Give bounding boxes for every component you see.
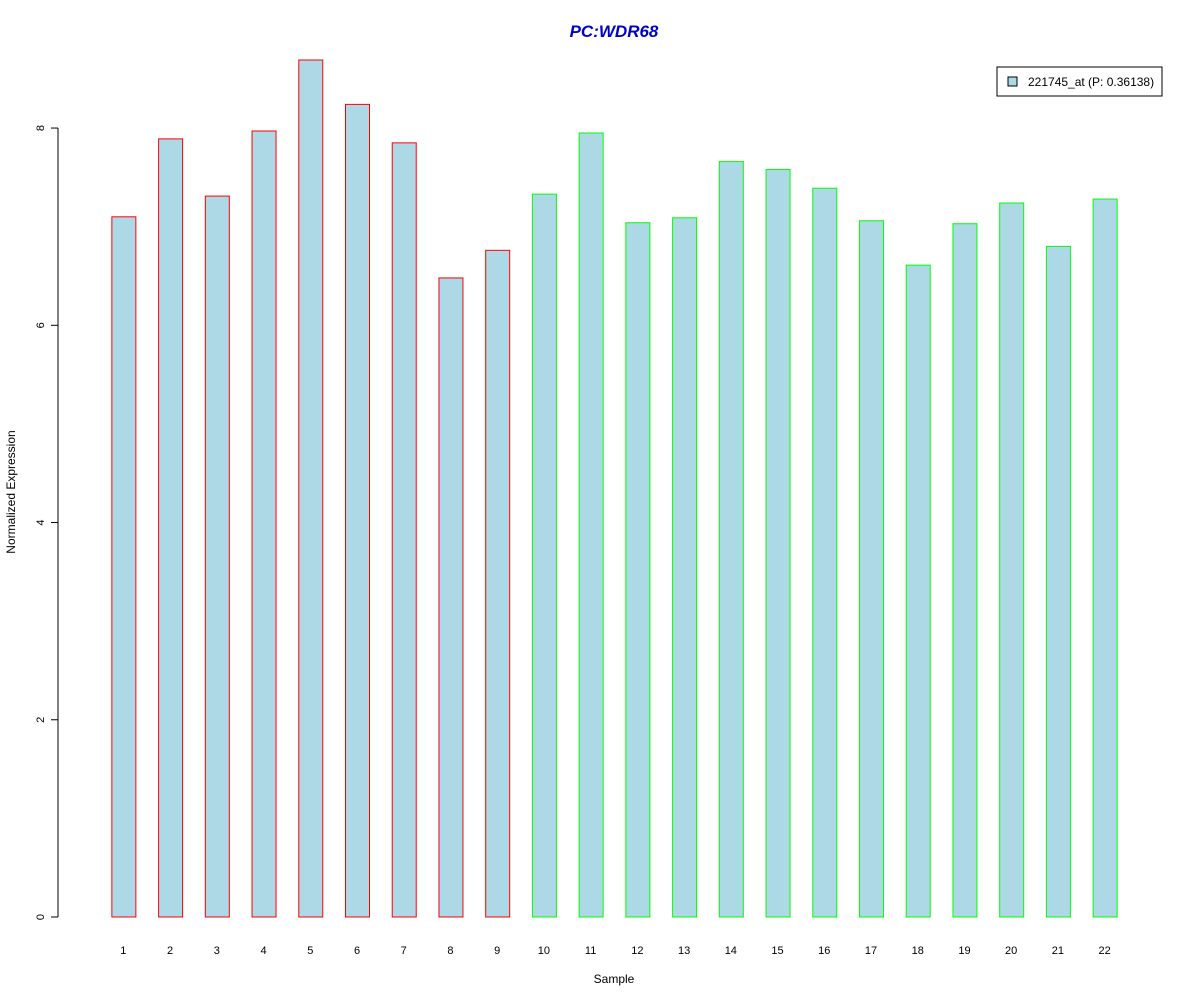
x-tick-label: 7 [401, 945, 407, 957]
bar-sample-21 [1045, 245, 1071, 918]
x-tick-labels: 1 2 3 4 5 6 7 8 9 10 11 12 13 14 15 16 17 18 19 20 21 22 [120, 945, 1110, 957]
bar-sample-13 [672, 217, 698, 918]
x-tick-label: 14 [725, 945, 737, 957]
x-tick-label: 2 [167, 945, 173, 957]
x-tick-label: 3 [214, 945, 220, 957]
x-tick-label: 13 [678, 945, 690, 957]
x-tick-label: 1 [120, 945, 126, 957]
bar-sample-6 [345, 103, 370, 918]
x-tick-label: 8 [447, 945, 453, 957]
bar-sample-4 [251, 130, 277, 918]
bars-layer [111, 59, 1118, 918]
y-axis-label: Normalized Expression [4, 430, 18, 553]
bar-sample-19 [952, 223, 978, 918]
bar-sample-16 [812, 187, 838, 918]
bar-sample-3 [204, 195, 230, 918]
x-tick-label: 10 [538, 945, 550, 957]
bar-sample-5 [298, 59, 324, 918]
x-tick-label: 17 [865, 945, 877, 957]
bar-sample-1 [111, 216, 137, 918]
legend: 221745_at (P: 0.36138) [996, 66, 1163, 97]
bar-sample-20 [999, 202, 1025, 918]
x-tick-label: 6 [354, 945, 360, 957]
bar-sample-7 [391, 142, 417, 918]
x-tick-label: 21 [1052, 945, 1064, 957]
x-tick-label: 4 [260, 945, 266, 957]
x-tick-label: 22 [1099, 945, 1111, 957]
bar-sample-22 [1092, 198, 1118, 918]
x-tick-label: 19 [958, 945, 970, 957]
x-axis-label: Sample [594, 972, 635, 986]
legend-swatch [1007, 76, 1018, 87]
x-tick-label: 12 [631, 945, 643, 957]
bar-sample-9 [485, 249, 511, 918]
x-tick-label: 15 [771, 945, 783, 957]
x-tick-label: 5 [307, 945, 313, 957]
x-tick-label: 9 [494, 945, 500, 957]
y-tick-label: 2 [35, 717, 47, 723]
bar-sample-12 [625, 222, 651, 918]
bar-sample-8 [438, 277, 464, 918]
x-tick-label: 16 [818, 945, 830, 957]
axis-layer: 0 2 4 6 8 [35, 125, 59, 920]
y-tick-label: 4 [35, 519, 47, 525]
legend-label: 221745_at (P: 0.36138) [1028, 75, 1154, 89]
x-tick-label: 18 [912, 945, 924, 957]
y-tick-label: 8 [35, 125, 47, 131]
y-tick-label: 6 [35, 322, 47, 328]
bar-sample-17 [859, 220, 884, 918]
chart-title: PC:WDR68 [570, 22, 659, 41]
bar-sample-14 [718, 161, 744, 918]
bar-sample-2 [158, 138, 184, 918]
bar-sample-18 [905, 264, 931, 918]
bar-sample-10 [531, 193, 557, 918]
x-tick-label: 20 [1005, 945, 1017, 957]
legend-box [996, 66, 1163, 97]
x-tick-label: 11 [585, 945, 596, 957]
bar-sample-15 [765, 168, 791, 918]
y-tick-label: 0 [35, 914, 47, 920]
bar-sample-11 [578, 132, 604, 918]
